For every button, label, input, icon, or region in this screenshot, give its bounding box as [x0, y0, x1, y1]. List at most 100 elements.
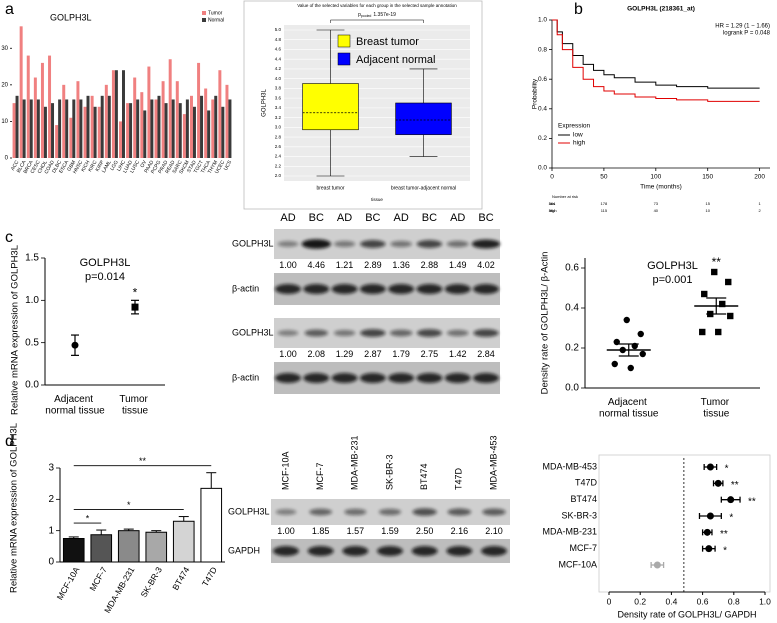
lane-label: MDA-MB-453: [488, 435, 498, 490]
control-band: [388, 373, 415, 383]
x-tick-label: 0.4: [665, 596, 677, 606]
y-tick-label: 30: [1, 46, 8, 52]
band-quantity: 1.42: [449, 349, 467, 359]
risk-count: 115: [601, 208, 608, 213]
bar: [175, 81, 179, 158]
point: [699, 328, 706, 336]
point: [719, 300, 726, 308]
band: [389, 329, 413, 337]
point: [653, 561, 661, 569]
band-quantity: 1.00: [279, 260, 297, 270]
legend-title: Expression: [558, 123, 591, 130]
y-tick-label: 1.0: [538, 17, 547, 24]
bar: [200, 95, 204, 158]
row-label: GAPDH: [228, 545, 260, 555]
control-band: [331, 373, 358, 383]
point: [715, 328, 722, 336]
band: [416, 329, 443, 337]
bar: [192, 106, 196, 158]
control-band: [359, 373, 386, 383]
p-symbol: p: [358, 12, 361, 18]
y-tick-label: 4.2: [275, 66, 282, 71]
bar: [51, 103, 55, 158]
bar: [200, 487, 223, 563]
y-tick-label: 2.0: [275, 173, 282, 178]
band-quantity: 2.10: [485, 526, 503, 536]
risk-row-label: low: [549, 201, 555, 206]
bar: [185, 99, 189, 158]
significance-label: **: [731, 480, 739, 491]
x-tick-label-line: Adjacent: [54, 394, 96, 405]
bar: [33, 77, 37, 158]
band-quantity: 1.21: [336, 260, 354, 270]
control-band: [416, 284, 443, 294]
band-quantity: 1.79: [392, 349, 410, 359]
y-tick-label: 3.0: [275, 125, 282, 130]
band: [412, 508, 437, 516]
band: [277, 241, 299, 247]
legend-label: Normal: [208, 17, 224, 23]
band-quantity: 2.50: [416, 526, 434, 536]
significance-label: **: [748, 496, 756, 507]
p-subscript: pooled: [361, 14, 372, 18]
significance-label: **: [712, 255, 722, 269]
risk-count: 40: [654, 208, 659, 213]
band: [446, 329, 469, 337]
y-axis-label: Relative mRNA expression of GOLPH3L: [9, 423, 20, 593]
significance-label: *: [86, 513, 90, 523]
lane-label: AD: [280, 212, 295, 224]
band: [378, 508, 402, 516]
bar: [15, 95, 19, 158]
bar: [145, 531, 168, 563]
bar: [90, 534, 113, 563]
point: [706, 463, 714, 471]
y-tick-label: 10: [1, 119, 8, 125]
band-quantity: 4.02: [477, 260, 495, 270]
bar: [204, 88, 208, 158]
bar: [140, 92, 144, 158]
control-band: [359, 284, 386, 294]
control-band: [388, 284, 415, 294]
legend-label: Adjacent normal: [356, 54, 436, 66]
bar: [22, 99, 26, 158]
bar: [107, 95, 111, 158]
bar: [157, 95, 161, 158]
band-quantity: 1.85: [312, 526, 330, 536]
x-tick-label: 0: [550, 174, 554, 181]
bar: [129, 103, 133, 158]
bar: [12, 103, 16, 158]
y-axis-label: Relative mRNA expression of GOLPH3L: [10, 245, 21, 415]
y-tick-label: 2: [48, 494, 54, 505]
significance-label: **: [720, 529, 728, 540]
bar: [58, 99, 62, 158]
y-tick-label: MDA-MB-453: [542, 461, 597, 471]
risk-count: 73: [654, 201, 659, 206]
y-tick-label: 5.0: [275, 27, 282, 32]
point: [71, 341, 79, 349]
bar: [207, 110, 211, 158]
chart-title: GOLPH3L (218361_at): [627, 6, 695, 13]
lane-label: MDA-MB-231: [350, 435, 360, 490]
point: [627, 364, 634, 372]
x-tick-label: Tumor tissue: [119, 394, 150, 417]
bar: [69, 117, 73, 158]
bar: [147, 66, 151, 158]
control-band: [303, 284, 330, 294]
x-tick-label: Tumor tissue: [701, 397, 732, 420]
point: [613, 338, 620, 346]
panel-label: c: [5, 229, 13, 246]
bar: [90, 95, 94, 158]
y-tick-label: 0.0: [565, 383, 579, 394]
point: [611, 360, 618, 368]
y-tick-label: 0.2: [565, 343, 579, 354]
band: [304, 329, 328, 337]
x-tick-label: LAML: [101, 159, 113, 174]
y-tick-label: BT474: [570, 494, 597, 504]
x-tick-label: KICH: [80, 159, 91, 173]
significance-label: *: [723, 545, 727, 556]
row-label: β-actin: [232, 283, 259, 293]
bar: [197, 62, 201, 158]
logrank-text: logrank P = 0.048: [723, 31, 771, 37]
chart-subtitle: p=0.001: [652, 274, 692, 286]
p-value-number: 1.357e-19: [373, 12, 396, 18]
